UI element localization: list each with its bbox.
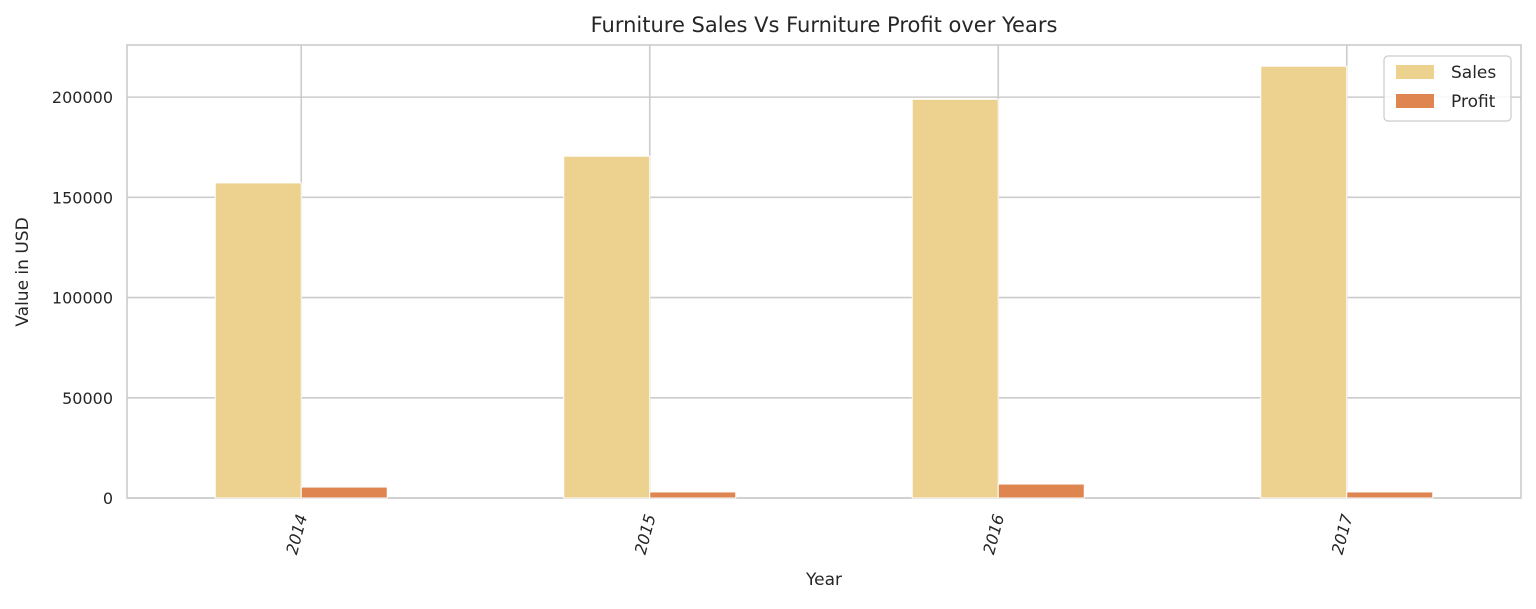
x-axis-ticks: 2014 2015 2016 2017	[282, 511, 1357, 556]
y-tick-label: 200000	[52, 88, 113, 107]
y-axis-ticks: 0 50000 100000 150000 200000	[52, 88, 113, 508]
bar-profit-2016	[997, 483, 1085, 499]
bar-sales-2016	[911, 98, 999, 499]
bar-profit-2014	[300, 486, 388, 499]
y-tick-label: 150000	[52, 188, 113, 207]
x-tick-label: 2017	[1328, 511, 1357, 556]
bar-sales-2014	[214, 182, 302, 499]
x-tick-label: 2015	[631, 512, 660, 556]
x-tick-label: 2016	[979, 512, 1008, 556]
bar-profit-2017	[1346, 491, 1434, 499]
x-axis-label: Year	[805, 570, 842, 590]
legend: Sales Profit	[1383, 55, 1512, 122]
legend-label-profit: Profit	[1451, 92, 1496, 112]
bar-sales-2015	[563, 155, 651, 499]
y-tick-label: 0	[103, 489, 113, 508]
y-tick-label: 100000	[52, 289, 113, 308]
bar-profit-2015	[649, 491, 737, 499]
legend-swatch-sales	[1396, 65, 1434, 79]
bar-sales-2017	[1260, 65, 1348, 499]
chart-title: Furniture Sales Vs Furniture Profit over…	[591, 13, 1058, 37]
bars	[214, 65, 1434, 499]
x-tick-label: 2014	[282, 512, 311, 556]
legend-label-sales: Sales	[1451, 63, 1496, 83]
y-tick-label: 50000	[62, 389, 113, 408]
y-axis-label: Value in USD	[13, 217, 33, 326]
legend-swatch-profit	[1396, 94, 1434, 108]
